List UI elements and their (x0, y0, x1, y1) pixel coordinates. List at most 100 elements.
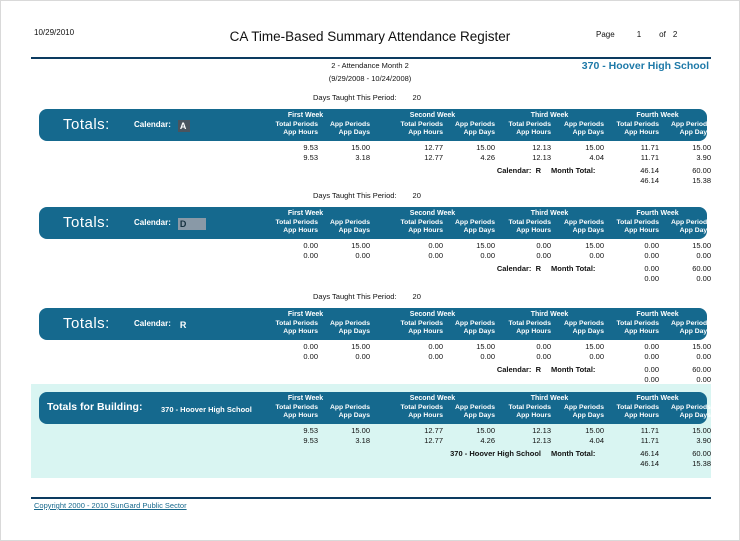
totals-title: Totals: (63, 315, 110, 332)
column-header: App Periods App Days (670, 404, 711, 419)
days-taught-label: Days Taught This Period: (313, 191, 397, 200)
copyright-link[interactable]: Copyright 2000 - 2010 SunGard Public Sec… (34, 501, 187, 510)
cell-value: 15.00 (692, 143, 711, 152)
page-number: 1 (636, 30, 642, 39)
attendance-row: 9.53 15.00 12.77 15.00 12.13 15.00 11.71 15.00 (241, 143, 711, 153)
cell-value: 15.00 (692, 426, 711, 435)
total-calendar-label: Calendar: R (496, 365, 541, 374)
cell-value: 15.00 (585, 241, 604, 250)
month-total-value: 60.00 (692, 166, 711, 175)
of-label: of (659, 30, 666, 39)
week-column-headers: First Week Second Week Third Week Fourth We… (241, 395, 711, 420)
cell-value: 11.71 (640, 152, 659, 162)
week-title: Third Week (530, 210, 569, 217)
cell-value: 15.00 (476, 426, 495, 435)
cell-value: 0.00 (428, 351, 443, 361)
cell-value: 15.00 (351, 143, 370, 152)
month-total-row: 0.00 0.00 (241, 375, 711, 385)
month-total-row: 46.14 15.38 (241, 176, 711, 186)
cell-value: 4.04 (589, 435, 604, 445)
cell-value: 0.00 (428, 342, 443, 351)
cell-value: 4.04 (589, 152, 604, 162)
week-title: Fourth Week (636, 311, 679, 318)
column-header: Total Periods App Hours (508, 219, 551, 234)
days-taught-label: Days Taught This Period: (313, 292, 397, 301)
column-header: Total Periods App Hours (275, 404, 318, 419)
cell-value: 0.00 (303, 241, 318, 250)
month-total-row: 46.14 15.38 (241, 459, 711, 469)
week-title: Second Week (409, 311, 456, 318)
column-header: Total Periods App Hours (616, 404, 659, 419)
month-total-value: 15.38 (692, 175, 711, 185)
cell-value: 11.71 (640, 435, 659, 445)
totals-band: Totals: Calendar: R First Week Second Week… (39, 308, 711, 340)
week-title: First Week (287, 112, 324, 119)
week-title: First Week (287, 210, 324, 217)
cell-value: 9.53 (303, 152, 318, 162)
column-header: App Periods App Days (454, 121, 495, 136)
column-header: App Periods App Days (329, 219, 370, 234)
totals-band: Totals: Calendar: D First Week Second Week… (39, 207, 711, 239)
week-title: Second Week (409, 210, 456, 217)
week-title: Third Week (530, 395, 569, 402)
cell-value: 9.53 (303, 143, 318, 152)
cell-value: 12.13 (532, 143, 551, 152)
building-totals-title: Totals for Building: (47, 401, 143, 413)
cell-value: 15.00 (351, 342, 370, 351)
column-header: App Periods App Days (563, 219, 604, 234)
cell-value: 15.00 (476, 342, 495, 351)
month-total-value: 46.14 (640, 458, 659, 468)
calendar-section-r: Days Taught This Period: 20 Totals: Calen… (31, 292, 711, 384)
column-header: App Periods App Days (563, 121, 604, 136)
month-total-value: 0.00 (644, 365, 659, 374)
cell-value: 12.77 (424, 435, 443, 445)
attendance-values: 9.53 15.00 12.77 15.00 12.13 15.00 11.71 15.00 9… (241, 143, 711, 162)
days-taught-value: 20 (412, 93, 421, 102)
month-total-row: 370 - Hoover High School Month Total: 46… (241, 449, 711, 459)
calendar-label: Calendar: (134, 319, 171, 328)
building-totals-band: Totals for Building: 370 - Hoover High S… (39, 392, 711, 424)
calendar-section-d: Days Taught This Period: 20 Totals: Calen… (31, 191, 711, 283)
cell-value: 9.53 (303, 435, 318, 445)
calendar-label: Calendar: (134, 218, 171, 227)
cell-value: 0.00 (480, 250, 495, 260)
cell-value: 15.00 (585, 342, 604, 351)
calendar-field: Calendar: R (134, 319, 188, 331)
attendance-values: 0.00 15.00 0.00 15.00 0.00 15.00 0.00 15.00 0.00… (241, 342, 711, 361)
cell-value: 12.13 (532, 152, 551, 162)
days-taught-row: Days Taught This Period: 20 (31, 93, 711, 104)
month-total-value: 0.00 (696, 273, 711, 283)
calendar-value: D (177, 218, 206, 230)
month-total-block: Calendar: R Month Total: 46.14 60.00 46.… (241, 166, 711, 185)
total-calendar-label: Calendar: R (496, 264, 541, 273)
cell-value: 0.00 (696, 351, 711, 361)
week-title: First Week (287, 395, 324, 402)
column-header: Total Periods App Hours (400, 121, 443, 136)
attendance-row: 0.00 0.00 0.00 0.00 0.00 0.00 0.00 0.00 (241, 352, 711, 362)
attendance-row: 9.53 15.00 12.77 15.00 12.13 15.00 11.71 15.00 (241, 426, 711, 436)
column-header: Total Periods App Hours (508, 320, 551, 335)
cell-value: 4.26 (480, 152, 495, 162)
cell-value: 11.71 (640, 143, 659, 152)
cell-value: 3.90 (696, 152, 711, 162)
cell-value: 15.00 (692, 342, 711, 351)
building-totals-panel: Totals for Building: 370 - Hoover High S… (31, 384, 711, 478)
calendar-field: Calendar: A (134, 120, 190, 132)
week-column-headers: First Week Second Week Third Week Fourth We… (241, 112, 711, 137)
cell-value: 0.00 (536, 351, 551, 361)
page-indicator: Page 1 of 2 (596, 30, 677, 39)
column-header: Total Periods App Hours (616, 121, 659, 136)
month-total-value: 0.00 (644, 273, 659, 283)
cell-value: 3.18 (355, 152, 370, 162)
month-total-value: 60.00 (692, 365, 711, 374)
cell-value: 0.00 (536, 250, 551, 260)
month-total-block: Calendar: R Month Total: 0.00 60.00 0.00… (241, 264, 711, 283)
totals-band: Totals: Calendar: A First Week Second Week… (39, 109, 711, 141)
month-total-block: 370 - Hoover High School Month Total: 46… (241, 449, 711, 468)
month-total-block: Calendar: R Month Total: 0.00 60.00 0.00… (241, 365, 711, 384)
month-total-row: 0.00 0.00 (241, 274, 711, 284)
cell-value: 0.00 (644, 351, 659, 361)
month-total-value: 0.00 (696, 374, 711, 384)
attendance-date-range: (9/29/2008 - 10/24/2008) (328, 74, 412, 83)
cell-value: 0.00 (536, 241, 551, 250)
